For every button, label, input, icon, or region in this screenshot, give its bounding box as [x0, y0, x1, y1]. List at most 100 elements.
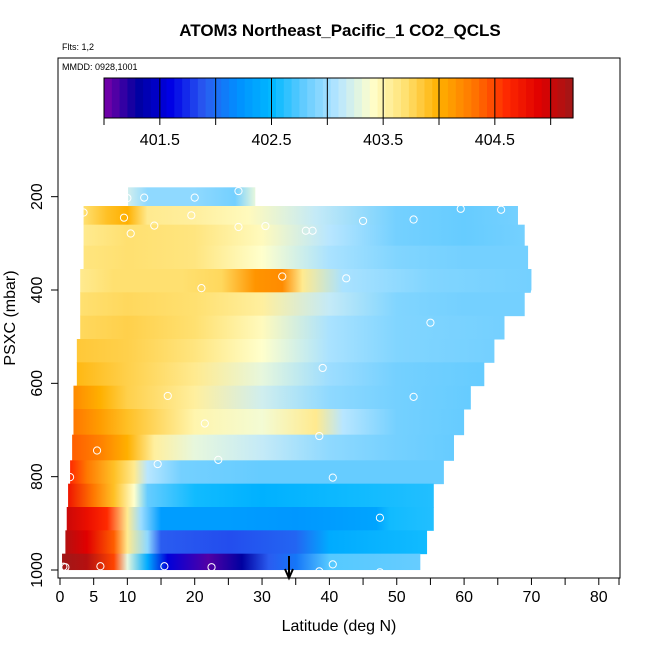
sample-point	[530, 288, 539, 297]
sample-point	[328, 560, 337, 569]
colorbar-cell	[487, 78, 496, 118]
flights-label: Flts: 1,2	[62, 42, 94, 52]
x-tick-label: 5	[89, 589, 98, 606]
heatmap-layer	[83, 224, 525, 247]
colorbar-cell	[275, 78, 285, 118]
sample-point	[150, 221, 159, 230]
colorbar-cell	[197, 78, 207, 118]
colorbar-cell	[150, 78, 160, 118]
colorbar-cell	[252, 78, 261, 118]
colorbar-cell	[401, 78, 410, 118]
colorbar-cell	[283, 78, 293, 118]
x-tick-label: 60	[455, 589, 473, 606]
y-tick-label: 1000	[29, 552, 46, 588]
colorbar-cell	[174, 78, 183, 118]
heatmap-layer	[68, 483, 434, 508]
y-tick-label: 600	[29, 370, 46, 397]
sample-point	[153, 459, 162, 469]
sample-point	[119, 213, 129, 222]
sample-point	[315, 431, 324, 441]
sample-point	[456, 204, 465, 213]
x-tick-label: 70	[523, 589, 541, 606]
colorbar-cell	[385, 78, 394, 118]
colorbar-cell	[291, 78, 301, 118]
colorbar-cell	[111, 78, 121, 118]
sample-point	[187, 211, 196, 220]
x-tick-label: 50	[388, 589, 406, 606]
heatmap-layer	[73, 385, 471, 410]
colorbar-cell	[346, 78, 355, 118]
sample-point	[426, 318, 435, 327]
sample-point	[318, 363, 327, 373]
sample-point	[409, 215, 418, 224]
sample-point	[214, 455, 223, 464]
colorbar-cell	[377, 78, 386, 118]
x-tick-label: 80	[590, 589, 608, 606]
colorbar-cell	[541, 78, 551, 118]
colorbar-cell	[268, 78, 277, 118]
heatmap-layer	[65, 530, 428, 555]
x-tick-label: 20	[186, 589, 204, 606]
sample-point	[375, 513, 385, 522]
colorbar-cell	[416, 78, 426, 118]
colorbar-cell	[549, 78, 558, 118]
colorbar-cell	[471, 78, 480, 118]
colorbar-cell	[205, 78, 215, 118]
sample-point	[190, 193, 199, 202]
sample-point	[409, 392, 418, 401]
colorbar: 401.5 402.5 403.5 404.5	[103, 77, 574, 149]
colorbar-cell	[330, 78, 340, 118]
colorbar-cell	[557, 78, 566, 118]
colorbar-cell	[236, 78, 246, 118]
colorbar-cell	[135, 78, 144, 118]
heatmap-layers	[62, 187, 532, 571]
sample-point	[123, 193, 132, 203]
colorbar-cell	[440, 78, 449, 118]
x-tick-label: 0	[56, 589, 65, 606]
sample-point	[328, 473, 337, 482]
sample-point	[234, 222, 243, 232]
x-axis-label: Latitude (deg N)	[282, 618, 397, 635]
colorbar-cell	[338, 78, 347, 118]
colorbar-cell	[104, 78, 113, 118]
sample-point	[261, 221, 270, 231]
x-tick-label: 40	[320, 589, 338, 606]
colorbar-cell	[127, 78, 136, 118]
sample-point	[358, 216, 368, 226]
colorbar-cell	[424, 78, 433, 118]
sample-point	[315, 567, 324, 576]
heatmap-layer	[83, 206, 518, 226]
x-tick-label: 30	[253, 589, 271, 606]
colorbar-cell	[315, 78, 324, 118]
colorbar-cell	[361, 78, 371, 118]
colorbar-cell	[502, 78, 512, 118]
sample-point	[234, 186, 243, 196]
colorbar-cell	[455, 78, 465, 118]
sample-point	[278, 272, 287, 281]
y-axis-label: PSXC (mbar)	[2, 270, 19, 365]
sample-point	[79, 208, 88, 217]
x-tick-label: 10	[118, 589, 136, 606]
sample-point	[342, 274, 351, 283]
colorbar-tick-label: 401.5	[140, 132, 180, 149]
y-tick-label: 400	[29, 277, 46, 304]
colorbar-cell	[229, 78, 238, 118]
colorbar-cell	[166, 78, 175, 118]
sample-point	[308, 226, 317, 235]
colorbar-cell	[432, 78, 441, 118]
heatmap-layer	[128, 187, 256, 207]
colorbar-cell	[119, 78, 129, 118]
mmdd-label: MMDD: 0928,1001	[62, 62, 138, 72]
colorbar-cell	[526, 78, 535, 118]
sample-point	[126, 229, 135, 238]
sample-point	[96, 562, 105, 571]
colorbar-cell	[533, 78, 543, 118]
colorbar-cell	[510, 78, 519, 118]
sample-point	[66, 473, 75, 482]
y-tick-label: 800	[29, 463, 46, 490]
sample-points	[59, 186, 539, 577]
heatmap-layer	[80, 315, 505, 340]
colorbar-cell	[447, 78, 457, 118]
heatmap-layer	[73, 409, 465, 436]
